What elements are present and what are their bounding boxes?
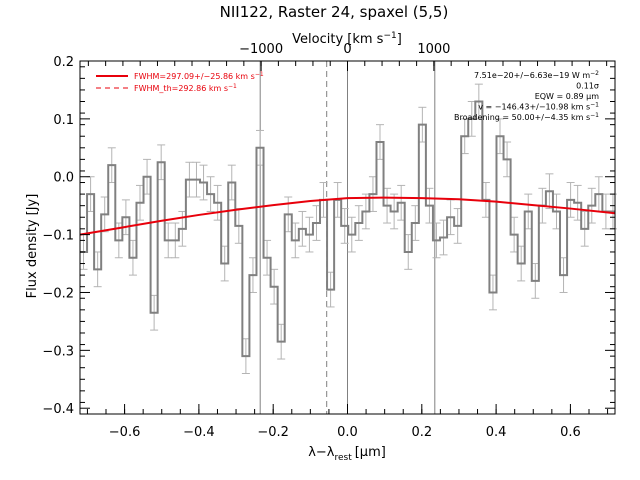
y-tick-label: −0.3 [42, 344, 74, 359]
y-tick-label: 0.1 [53, 113, 74, 128]
legend-label: FWHM_th=292.86 km s−1 [134, 83, 237, 93]
spectrum-histogram-line [80, 100, 615, 358]
x-tick-label: −0.6 [109, 425, 141, 440]
top-tick-labels: −1000 0 1000 [239, 42, 450, 57]
legend: FWHM=297.09+/−25.86 km s−1 FWHM_th=292.86… [96, 71, 264, 93]
y-axis-label: Flux density [Jy] [25, 194, 40, 299]
axis-ticks [80, 60, 615, 415]
reference-lines [259, 61, 436, 414]
y-tick-label: −0.1 [42, 229, 74, 244]
y-tick-label: 0.0 [53, 171, 74, 186]
top-tick-label: 1000 [417, 42, 450, 57]
fit-annotation: EQW = 0.89 μm [535, 92, 599, 101]
x-tick-label: −0.4 [183, 425, 215, 440]
top-tick-label: 0 [343, 42, 351, 57]
y-tick-label: 0.2 [53, 55, 74, 70]
x-tick-label: 0.0 [337, 425, 358, 440]
chart-title: NII122, Raster 24, spaxel (5,5) [220, 3, 449, 21]
x-tick-label: 0.6 [560, 425, 581, 440]
legend-label: FWHM=297.09+/−25.86 km s−1 [134, 71, 264, 81]
top-axis-label: Velocity [km s−1] [292, 31, 402, 47]
plot-area [79, 61, 617, 414]
top-tick-label: −1000 [239, 42, 283, 57]
y-tick-label: −0.4 [42, 402, 74, 417]
x-tick-label: 0.4 [486, 425, 507, 440]
fit-annotation: 0.11σ [576, 82, 599, 91]
x-axis-label: λ−λrest [μm] [308, 445, 386, 463]
fit-annotation: v = −146.43+/−10.98 km s−1 [478, 102, 599, 112]
x-tick-labels: −0.6 −0.4 −0.2 0.0 0.2 0.4 0.6 [109, 425, 581, 440]
y-tick-labels: −0.4 −0.3 −0.2 −0.1 0.0 0.1 0.2 [42, 55, 74, 417]
x-tick-label: 0.2 [411, 425, 432, 440]
fit-annotation: Broadening = 50.00+/−4.35 km s−1 [454, 112, 599, 122]
fit-annotation: 7.51e−20+/−6.63e−19 W m−2 [474, 70, 599, 80]
x-tick-label: −0.2 [257, 425, 289, 440]
y-tick-label: −0.2 [42, 286, 74, 301]
gaussian-fit-line [79, 196, 616, 236]
